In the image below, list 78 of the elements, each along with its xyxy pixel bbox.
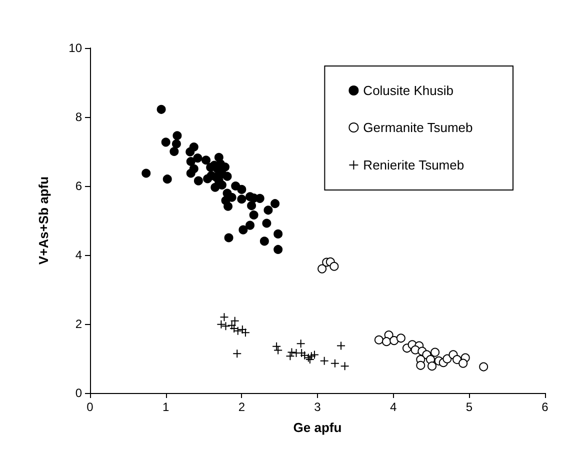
point xyxy=(416,360,426,370)
point xyxy=(458,358,468,368)
x-tick-label: 6 xyxy=(542,400,549,414)
point xyxy=(442,354,452,364)
point xyxy=(287,348,296,357)
x-tick-label: 3 xyxy=(314,400,322,414)
point xyxy=(222,172,232,181)
point xyxy=(274,346,283,355)
point xyxy=(162,174,172,184)
point xyxy=(220,312,229,322)
point xyxy=(260,236,269,246)
point xyxy=(156,104,166,114)
point xyxy=(396,334,406,343)
point xyxy=(310,350,319,360)
point xyxy=(430,348,440,357)
point xyxy=(274,244,283,254)
point xyxy=(232,349,242,358)
point xyxy=(382,337,392,346)
point xyxy=(224,233,234,242)
x-tick-label: 5 xyxy=(466,400,473,414)
point xyxy=(306,352,316,361)
x-tick-label: 1 xyxy=(162,400,170,414)
point xyxy=(270,199,280,208)
point xyxy=(186,147,195,156)
point xyxy=(193,154,202,163)
point xyxy=(202,156,211,165)
point xyxy=(330,262,339,271)
point xyxy=(330,358,340,368)
point xyxy=(186,157,196,166)
point xyxy=(194,176,203,186)
point xyxy=(249,210,258,220)
point xyxy=(318,264,327,274)
point xyxy=(230,316,240,326)
point xyxy=(237,194,246,204)
x-tick-label: 4 xyxy=(390,400,397,414)
point xyxy=(230,324,239,333)
point xyxy=(479,362,488,372)
point xyxy=(286,352,295,361)
legend-label: Germanite Tsumeb xyxy=(363,120,473,135)
point xyxy=(186,168,196,178)
point xyxy=(247,201,256,210)
y-tick-label: 0 xyxy=(75,386,82,400)
point xyxy=(246,220,255,230)
point xyxy=(296,339,306,348)
y-tick-label: 6 xyxy=(75,179,82,193)
point xyxy=(336,341,346,350)
x-axis-title: Ge apfu xyxy=(293,420,342,435)
point xyxy=(274,229,283,238)
y-tick-label: 4 xyxy=(75,248,82,262)
point xyxy=(172,139,181,148)
point xyxy=(206,171,216,180)
point xyxy=(224,202,233,211)
y-tick-label: 10 xyxy=(68,41,82,55)
legend-label: Colusite Khusib xyxy=(363,83,454,98)
point xyxy=(238,225,248,234)
point xyxy=(390,336,399,346)
point xyxy=(238,325,247,334)
point xyxy=(231,182,240,190)
point xyxy=(320,356,329,366)
point xyxy=(452,355,462,364)
point xyxy=(428,362,437,371)
point xyxy=(262,218,272,228)
point xyxy=(170,147,179,156)
point xyxy=(142,168,151,178)
point xyxy=(161,138,170,147)
y-axis-title: V+As+Sb apfu xyxy=(36,176,51,265)
point xyxy=(264,206,273,215)
x-tick-label: 0 xyxy=(86,400,94,414)
point xyxy=(374,335,384,344)
y-tick-label: 2 xyxy=(75,317,82,331)
point xyxy=(272,342,282,351)
point xyxy=(237,184,246,194)
point xyxy=(340,362,350,371)
y-tick-label: 8 xyxy=(75,110,82,124)
point xyxy=(240,328,250,338)
x-tick-label: 2 xyxy=(238,400,246,414)
point xyxy=(172,131,182,140)
legend-label: Renierite Tsumeb xyxy=(363,158,464,172)
